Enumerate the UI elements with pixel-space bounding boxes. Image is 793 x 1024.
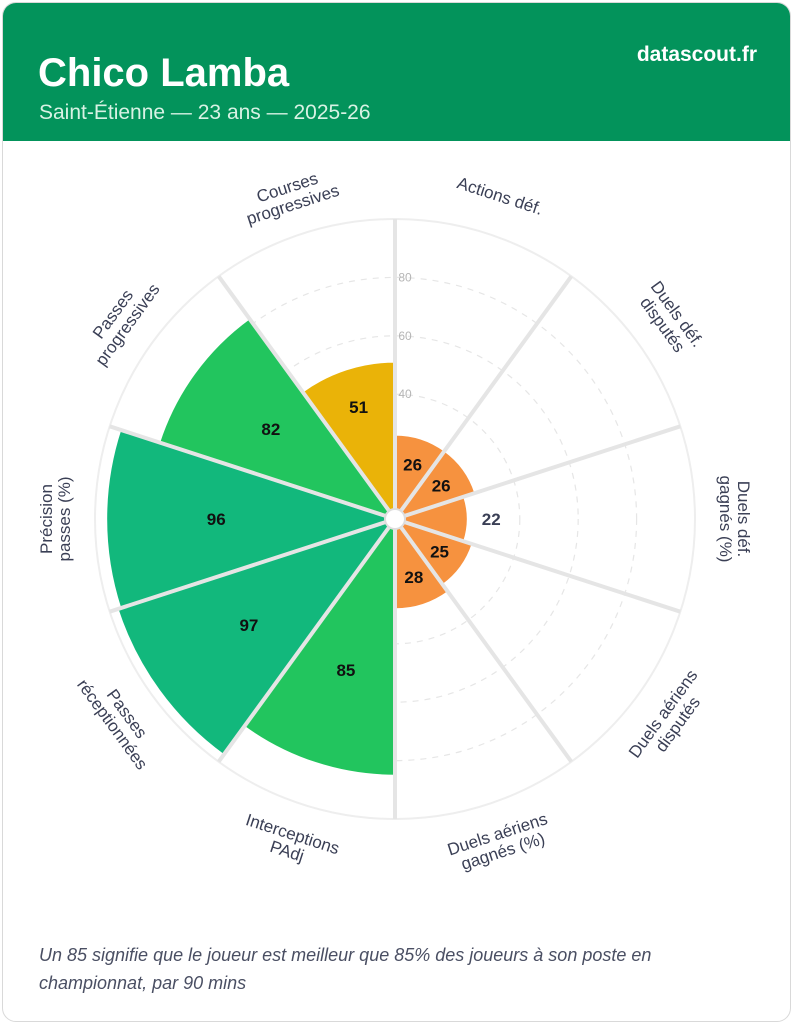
category-label: Actions déf. xyxy=(455,173,545,219)
category-label-line: passes (%) xyxy=(55,476,74,561)
radar-spoke xyxy=(217,517,397,763)
category-label-line: Précision xyxy=(37,484,56,554)
footnote: Un 85 signifie que le joueur est meilleu… xyxy=(39,945,652,993)
value-label: 96 xyxy=(207,510,226,529)
value-label: 82 xyxy=(261,420,280,439)
radar-spoke xyxy=(393,275,573,521)
value-label: 51 xyxy=(349,398,368,417)
category-label: Duels déf.disputés xyxy=(636,278,707,356)
category-label-line: Duels déf. xyxy=(734,481,753,558)
value-label: 22 xyxy=(482,510,501,529)
category-label: Duels déf.gagnés (%) xyxy=(716,476,753,563)
radar-spoke xyxy=(217,275,397,521)
radar-spoke xyxy=(109,424,396,521)
category-label-line: gagnés (%) xyxy=(716,476,735,563)
value-label: 97 xyxy=(239,616,258,635)
value-label: 26 xyxy=(432,476,451,495)
tick-label: 80 xyxy=(398,270,412,284)
tick-label: 40 xyxy=(398,387,412,401)
tick-label: 60 xyxy=(398,329,412,343)
value-label: 26 xyxy=(403,456,422,475)
site-brand: datascout.fr xyxy=(636,43,757,66)
radar-center xyxy=(384,508,406,530)
player-subtitle: Saint-Étienne — 23 ans — 2025-26 xyxy=(39,101,371,124)
header-banner: Chico Lamba Saint-Étienne — 23 ans — 202… xyxy=(3,3,790,141)
value-label: 85 xyxy=(336,661,355,680)
radar-spoke xyxy=(393,517,573,763)
category-label-line: Actions déf. xyxy=(455,173,545,219)
player-name: Chico Lamba xyxy=(38,51,290,95)
radar-spoke xyxy=(109,517,396,614)
percentile-radar-chart: 40 60 80 26 26 22 25 28 85 97 96 82 51 Actions déf. Du… xyxy=(37,169,753,874)
grid-circle xyxy=(211,335,579,703)
value-label: 28 xyxy=(404,568,423,587)
value-label: 25 xyxy=(430,542,449,561)
radar-spoke xyxy=(394,424,681,521)
radar-spoke xyxy=(394,517,681,614)
category-label: Précision passes (%) xyxy=(37,476,74,561)
